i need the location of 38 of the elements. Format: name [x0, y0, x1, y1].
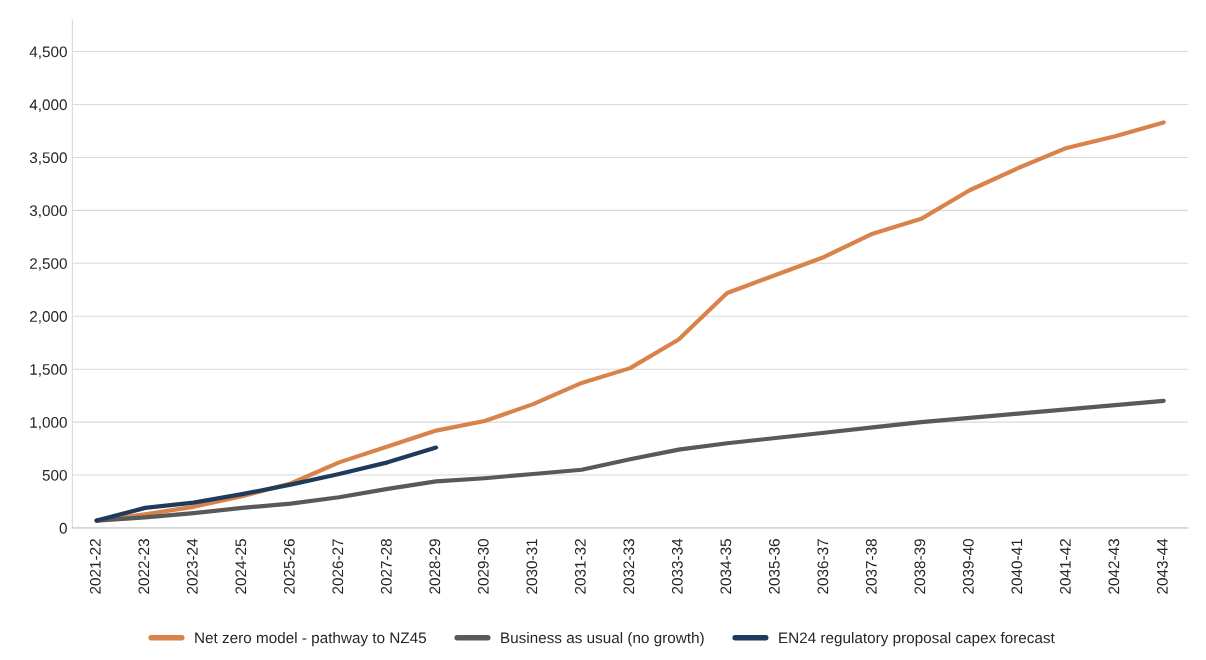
x-tick-label: 2032-33 [623, 539, 635, 594]
x-tick-label: 2023-24 [186, 538, 198, 594]
x-tick-label: 2029-30 [477, 539, 489, 594]
x-tick-label: 2027-28 [380, 539, 392, 594]
x-tick-label: 2038-39 [914, 539, 926, 594]
x-tick-label: 2035-36 [768, 539, 780, 594]
y-tick-label: 1,000 [30, 416, 67, 430]
line-series [94, 445, 439, 523]
y-tick-label: 2,000 [30, 311, 67, 324]
x-tick-label: 2026-27 [332, 539, 344, 594]
x-tick-label: 2040-41 [1011, 539, 1023, 594]
x-tick-label: 2031-32 [574, 539, 586, 594]
x-tick-label: 2025-26 [283, 539, 295, 594]
x-tick-label: 2034-35 [720, 539, 732, 594]
y-tick-label: 500 [42, 469, 67, 481]
x-tick-label: 2021-22 [89, 539, 101, 594]
legend-label: Net zero model - pathway to NZ45 [195, 632, 427, 647]
y-tick-label: 3,000 [29, 205, 67, 218]
y-tick-label: 4,000 [29, 99, 67, 112]
x-tick-label: 2037-38 [865, 539, 877, 594]
y-tick-label: 3,500 [29, 152, 67, 165]
x-tick-label: 2036-37 [817, 539, 829, 594]
y-tick-label: 1,500 [30, 364, 67, 377]
x-tick-label: 2039-40 [962, 539, 974, 594]
x-tick-label: 2028-29 [429, 539, 441, 594]
legend-label: Business as usual (no growth) [501, 632, 704, 647]
x-tick-label: 2041-42 [1059, 539, 1071, 594]
y-tick-label: 2,500 [30, 258, 67, 271]
x-tick-label: 2033-34 [671, 538, 683, 594]
x-tick-label: 2024-25 [235, 539, 247, 594]
line-series [94, 398, 1166, 523]
legend-label: EN24 regulatory proposal capex forecast [779, 632, 1055, 647]
y-tick-label: 4,500 [29, 46, 67, 60]
x-tick-label: 2022-23 [138, 539, 150, 594]
x-tick-label: 2043-44 [1156, 538, 1168, 594]
x-tick-label: 2030-31 [526, 539, 538, 594]
x-tick-label: 2042-43 [1108, 539, 1120, 594]
y-tick-label: 0 [59, 522, 67, 534]
